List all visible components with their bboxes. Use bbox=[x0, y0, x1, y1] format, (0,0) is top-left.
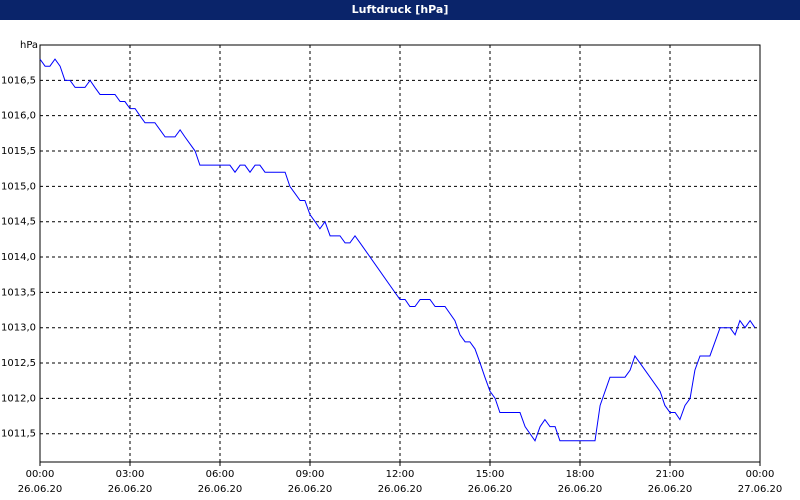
x-tick-label: 03:00 bbox=[116, 469, 145, 480]
x-tick-label: 12:00 bbox=[386, 469, 415, 480]
x-tick-label: 06:00 bbox=[206, 469, 235, 480]
x-tick-date: 26.06.20 bbox=[468, 484, 513, 495]
chart-title: Luftdruck [hPa] bbox=[0, 0, 800, 20]
y-tick-label: 1015,5 bbox=[1, 146, 36, 157]
y-tick-label: 1012,0 bbox=[1, 393, 36, 404]
plot-area bbox=[39, 44, 761, 463]
x-tick-date: 26.06.20 bbox=[198, 484, 243, 495]
x-tick-label: 15:00 bbox=[476, 469, 505, 480]
x-tick-date: 26.06.20 bbox=[288, 484, 333, 495]
y-tick-label: 1011,5 bbox=[1, 429, 36, 440]
x-tick-label: 00:00 bbox=[26, 469, 55, 480]
y-tick-label: 1012,5 bbox=[1, 358, 36, 369]
x-tick-date: 26.06.20 bbox=[378, 484, 423, 495]
y-tick-label: 1013,0 bbox=[1, 323, 36, 334]
y-tick-label: 1014,5 bbox=[1, 217, 36, 228]
x-tick-date: 26.06.20 bbox=[18, 484, 63, 495]
y-tick-label: 1015,0 bbox=[1, 181, 36, 192]
x-tick-date: 27.06.20 bbox=[738, 484, 783, 495]
y-tick-label: 1013,5 bbox=[1, 287, 36, 298]
y-tick-label: 1014,0 bbox=[1, 252, 36, 263]
y-tick-label: 1016,5 bbox=[1, 75, 36, 86]
x-tick-date: 26.06.20 bbox=[648, 484, 693, 495]
x-tick-label: 09:00 bbox=[296, 469, 325, 480]
pressure-line bbox=[39, 58, 756, 442]
y-axis-label: hPa bbox=[20, 40, 38, 51]
y-tick-label: 1016,0 bbox=[1, 111, 36, 122]
x-tick-label: 18:00 bbox=[566, 469, 595, 480]
x-tick-date: 26.06.20 bbox=[108, 484, 153, 495]
x-tick-label: 21:00 bbox=[656, 469, 685, 480]
x-tick-label: 00:00 bbox=[746, 469, 775, 480]
x-tick-date: 26.06.20 bbox=[558, 484, 603, 495]
